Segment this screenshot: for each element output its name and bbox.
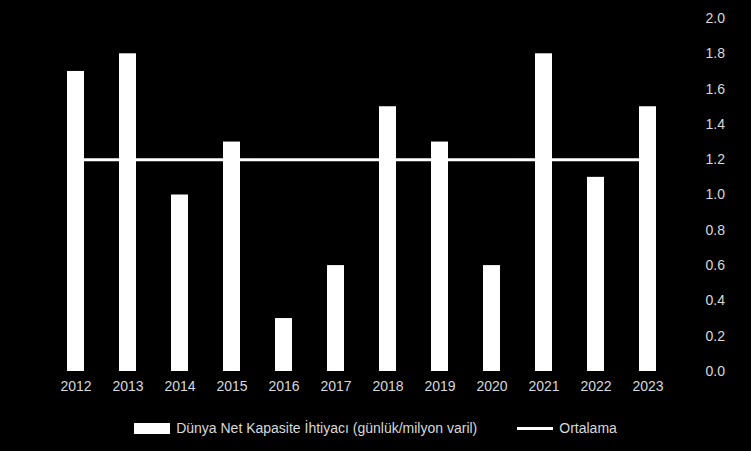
svg-text:2019: 2019 [424, 378, 455, 394]
svg-text:1.6: 1.6 [706, 81, 726, 97]
svg-text:2013: 2013 [112, 378, 143, 394]
html-text:Ortalama: Ortalama [559, 420, 617, 436]
svg-text:2.0: 2.0 [706, 10, 726, 26]
svg-text:2018: 2018 [372, 378, 403, 394]
svg-text:0.2: 0.2 [706, 328, 726, 344]
svg-text:1.8: 1.8 [706, 45, 726, 61]
svg-text:2021: 2021 [528, 378, 559, 394]
svg-text:2016: 2016 [268, 378, 299, 394]
svg-text:2017: 2017 [320, 378, 351, 394]
svg-text:1.0: 1.0 [706, 186, 726, 202]
svg-text:2012: 2012 [60, 378, 91, 394]
svg-text:0.8: 0.8 [706, 222, 726, 238]
svg-text:0.0: 0.0 [706, 363, 726, 379]
svg-text:2023: 2023 [632, 378, 663, 394]
svg-text:2022: 2022 [580, 378, 611, 394]
svg-text:2015: 2015 [216, 378, 247, 394]
svg-text:0.4: 0.4 [706, 292, 726, 308]
html-text:Dünya Net Kapasite İhtiyacı (g: Dünya Net Kapasite İhtiyacı (günlük/mily… [176, 420, 478, 436]
svg-text:2014: 2014 [164, 378, 195, 394]
svg-text:2020: 2020 [476, 378, 507, 394]
svg-text:0.6: 0.6 [706, 257, 726, 273]
svg-text:1.4: 1.4 [706, 116, 726, 132]
svg-text:1.2: 1.2 [706, 151, 726, 167]
